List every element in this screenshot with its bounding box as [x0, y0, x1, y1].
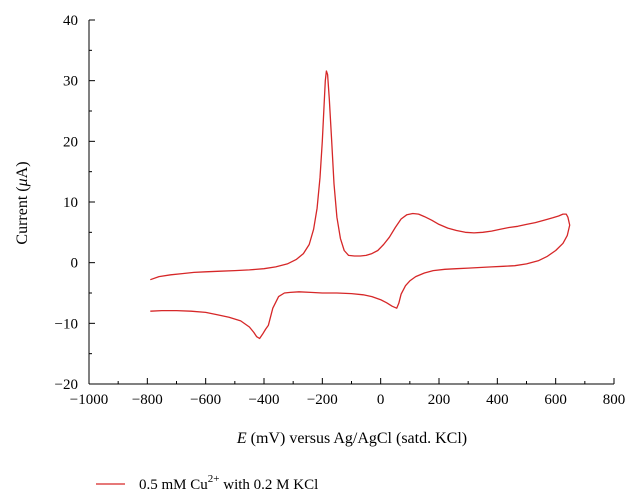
x-axis-label: E (mV) versus Ag/AgCl (satd. KCl) — [236, 430, 467, 447]
series-group — [150, 70, 571, 340]
series-line-0 — [150, 70, 571, 340]
y-tick-label: 40 — [63, 13, 78, 29]
x-tick-label: 800 — [603, 392, 626, 408]
ticks: −1000 −800 −600 −400 −200 0 200 400 600 800−20−10… — [55, 13, 626, 408]
x-tick-label: 600 — [544, 392, 567, 408]
y-tick-label: 20 — [63, 134, 78, 150]
x-tick-label: −200 — [307, 392, 338, 408]
x-tick-label: 0 — [377, 392, 385, 408]
x-tick-label: −800 — [132, 392, 163, 408]
y-tick-label: 10 — [63, 195, 78, 211]
y-tick-label: 30 — [63, 74, 78, 90]
x-tick-label: −1000 — [70, 392, 108, 408]
legend: 0.5 mM Cu2+ with 0.2 M KCl — [96, 473, 318, 491]
y-tick-label: −10 — [55, 316, 78, 332]
axes — [88, 20, 614, 385]
x-tick-label: 200 — [428, 392, 451, 408]
legend-label: 0.5 mM Cu2+ with 0.2 M KCl — [139, 473, 318, 491]
x-tick-label: 400 — [486, 392, 509, 408]
y-tick-label: 0 — [71, 256, 79, 272]
y-tick-label: −20 — [55, 377, 78, 393]
x-tick-label: −400 — [249, 392, 280, 408]
y-axis-label: Current (μA) — [14, 161, 31, 244]
x-tick-label: −600 — [190, 392, 221, 408]
